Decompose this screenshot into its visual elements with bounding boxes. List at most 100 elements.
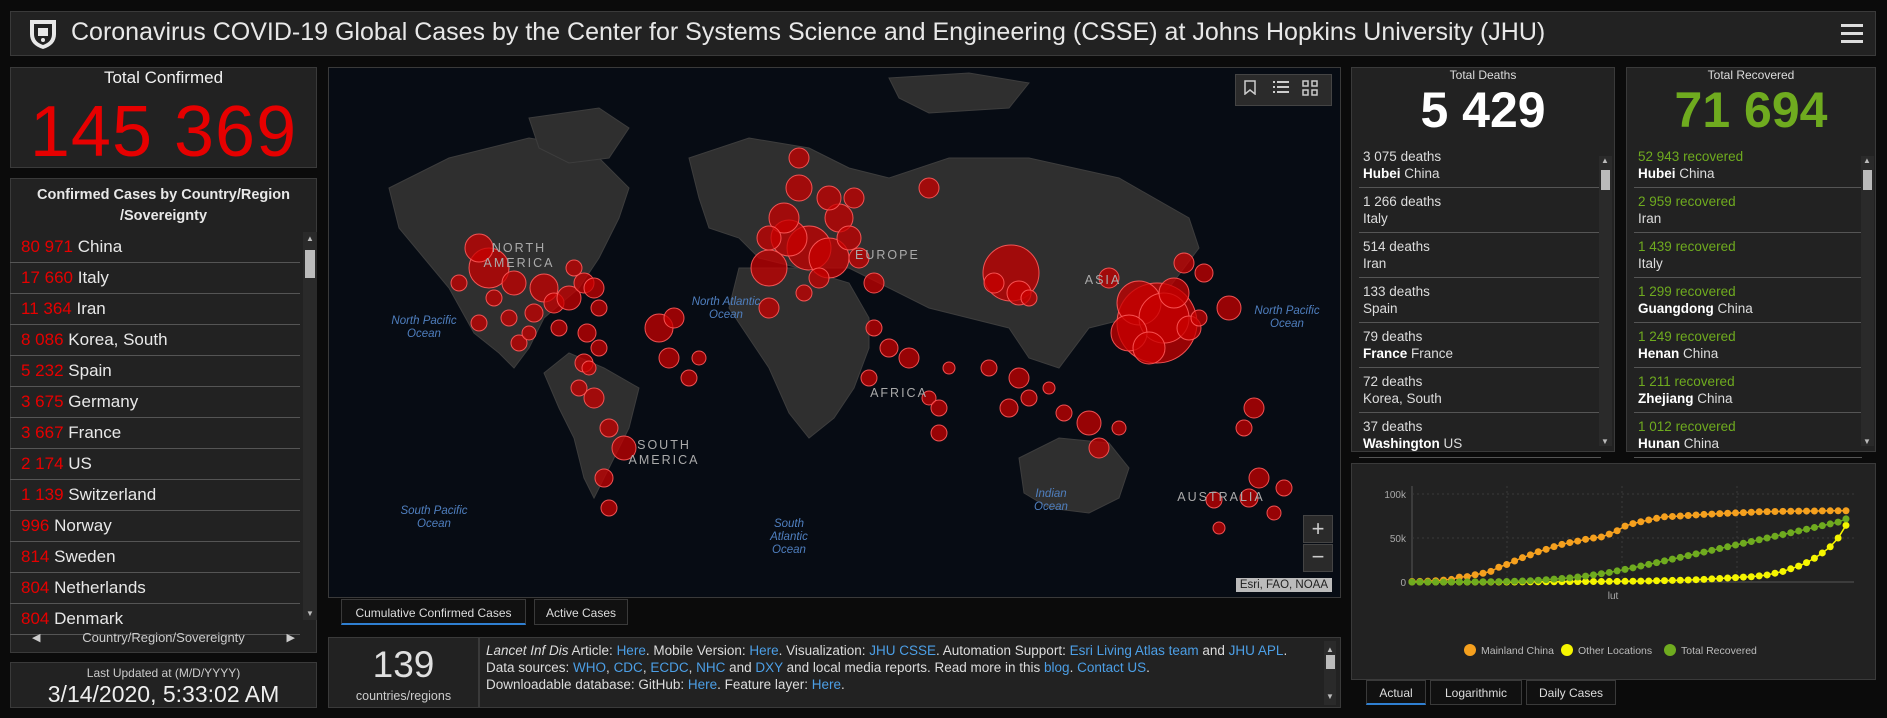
scroll-down-icon[interactable]: ▼: [1601, 437, 1609, 446]
case-bubble[interactable]: [501, 270, 527, 296]
data-point[interactable]: [1661, 577, 1669, 585]
data-point[interactable]: [1668, 576, 1676, 584]
scroll-thumb[interactable]: [305, 250, 315, 278]
data-point[interactable]: [1447, 578, 1455, 586]
country-list-scrollbar[interactable]: ▲ ▼: [303, 232, 317, 620]
stat-list-item[interactable]: 1 299 recovered Guangdong China: [1634, 278, 1862, 323]
data-point[interactable]: [1613, 577, 1621, 585]
data-point[interactable]: [1440, 578, 1448, 586]
world-map[interactable]: North Pacific Ocean North Atlantic Ocean…: [328, 67, 1341, 598]
contact-link[interactable]: Contact US: [1077, 660, 1147, 675]
case-bubble[interactable]: [756, 225, 782, 251]
case-bubble[interactable]: [750, 249, 788, 287]
scroll-down-icon[interactable]: ▼: [1326, 692, 1334, 701]
stat-list-item[interactable]: 1 211 recovered Zhejiang China: [1634, 368, 1862, 413]
case-bubble[interactable]: [556, 285, 582, 311]
country-list-item[interactable]: 804 Denmark: [10, 604, 300, 635]
data-point[interactable]: [1668, 512, 1676, 520]
stat-list-item[interactable]: 79 deaths France France: [1359, 323, 1601, 368]
bookmark-icon[interactable]: [1244, 80, 1264, 100]
stat-list-item[interactable]: 37 deaths Washington US: [1359, 413, 1601, 458]
country-list-item[interactable]: 2 174 US: [10, 449, 300, 480]
data-point[interactable]: [1479, 578, 1487, 586]
case-bubble[interactable]: [583, 277, 605, 299]
data-point[interactable]: [1432, 578, 1440, 586]
scroll-thumb[interactable]: [1863, 170, 1872, 190]
data-point[interactable]: [1708, 510, 1716, 518]
case-bubble[interactable]: [1212, 521, 1226, 535]
case-bubble[interactable]: [980, 359, 998, 377]
case-bubble[interactable]: [1235, 419, 1253, 437]
case-bubble[interactable]: [1248, 467, 1270, 489]
case-bubble[interactable]: [816, 185, 842, 211]
data-point[interactable]: [1732, 541, 1740, 549]
case-bubble[interactable]: [808, 267, 830, 289]
case-bubble[interactable]: [1243, 397, 1265, 419]
jhu-csse-link[interactable]: JHU CSSE: [869, 643, 936, 658]
data-point[interactable]: [1834, 518, 1842, 526]
data-point[interactable]: [1826, 520, 1834, 528]
zoom-in-button[interactable]: +: [1303, 515, 1333, 543]
cdc-link[interactable]: CDC: [613, 660, 643, 675]
data-point[interactable]: [1471, 578, 1479, 586]
scroll-up-icon[interactable]: ▲: [1601, 156, 1609, 165]
data-point[interactable]: [1739, 509, 1747, 517]
case-bubble[interactable]: [1008, 367, 1030, 389]
data-point[interactable]: [1834, 534, 1842, 542]
data-point[interactable]: [1842, 515, 1850, 523]
case-bubble[interactable]: [464, 233, 494, 263]
country-list-item[interactable]: 5 232 Spain: [10, 356, 300, 387]
case-bubble[interactable]: [860, 369, 878, 387]
data-point[interactable]: [1724, 509, 1732, 517]
case-bubble[interactable]: [795, 284, 813, 302]
case-bubble[interactable]: [921, 390, 937, 406]
country-list-item[interactable]: 996 Norway: [10, 511, 300, 542]
country-list-item[interactable]: 80 971 China: [10, 232, 300, 263]
data-point[interactable]: [1676, 512, 1684, 520]
data-point[interactable]: [1810, 523, 1818, 531]
case-bubble[interactable]: [583, 387, 605, 409]
case-bubble[interactable]: [500, 309, 518, 327]
data-point[interactable]: [1589, 534, 1597, 542]
deaths-scrollbar[interactable]: ▲ ▼: [1599, 156, 1612, 446]
data-point[interactable]: [1826, 507, 1834, 515]
case-bubble[interactable]: [848, 247, 870, 269]
case-bubble[interactable]: [663, 307, 685, 329]
data-point[interactable]: [1566, 539, 1574, 547]
data-point[interactable]: [1526, 551, 1534, 559]
data-point[interactable]: [1700, 575, 1708, 583]
case-bubble[interactable]: [863, 272, 885, 294]
data-point[interactable]: [1763, 508, 1771, 516]
data-point[interactable]: [1645, 516, 1653, 524]
case-bubble[interactable]: [942, 361, 956, 375]
stat-list-item[interactable]: 1 439 recovered Italy: [1634, 233, 1862, 278]
case-bubble[interactable]: [1076, 410, 1102, 436]
case-bubble[interactable]: [680, 369, 698, 387]
data-point[interactable]: [1503, 577, 1511, 585]
data-point[interactable]: [1582, 535, 1590, 543]
data-point[interactable]: [1589, 571, 1597, 579]
data-point[interactable]: [1810, 507, 1818, 515]
stat-list-item[interactable]: 2 959 recovered Iran: [1634, 188, 1862, 233]
data-point[interactable]: [1747, 573, 1755, 581]
data-point[interactable]: [1795, 562, 1803, 570]
country-list-item[interactable]: 1 139 Switzerland: [10, 480, 300, 511]
data-point[interactable]: [1582, 572, 1590, 580]
data-point[interactable]: [1463, 578, 1471, 586]
data-point[interactable]: [1605, 577, 1613, 585]
case-bubble[interactable]: [577, 323, 597, 343]
data-point[interactable]: [1455, 573, 1463, 581]
data-point[interactable]: [1755, 536, 1763, 544]
case-bubble[interactable]: [1111, 420, 1127, 436]
case-bubble[interactable]: [594, 468, 614, 488]
article-link[interactable]: Here: [616, 643, 646, 658]
data-point[interactable]: [1803, 559, 1811, 567]
data-point[interactable]: [1542, 576, 1550, 584]
data-point[interactable]: [1803, 525, 1811, 533]
data-point[interactable]: [1747, 508, 1755, 516]
github-link[interactable]: Here: [687, 677, 718, 692]
stat-list-item[interactable]: 1 266 deaths Italy: [1359, 188, 1601, 233]
data-point[interactable]: [1408, 578, 1416, 586]
case-bubble[interactable]: [843, 187, 865, 209]
dxy-link[interactable]: DXY: [755, 660, 783, 675]
